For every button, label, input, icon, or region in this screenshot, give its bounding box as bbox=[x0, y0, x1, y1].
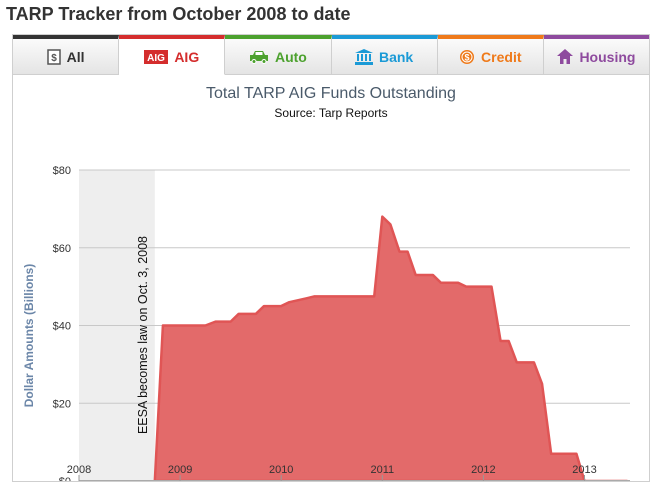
y-tick-label: $0 bbox=[59, 476, 71, 481]
x-tick-label: 2010 bbox=[269, 464, 293, 476]
tab-auto-label: Auto bbox=[274, 48, 307, 65]
page-title: TARP Tracker from October 2008 to date bbox=[6, 4, 351, 24]
y-tick-label: $60 bbox=[53, 243, 71, 255]
tracker-panel: $ All AIG AIG Aut bbox=[12, 34, 650, 488]
x-tick-label: 2009 bbox=[168, 464, 192, 476]
tab-auto[interactable]: Auto bbox=[225, 35, 332, 75]
x-tick-label: 2013 bbox=[572, 464, 596, 476]
tab-all[interactable]: $ All bbox=[13, 35, 120, 75]
tab-housing[interactable]: Housing bbox=[543, 35, 650, 75]
y-tick-label: $40 bbox=[53, 321, 71, 333]
svg-text:$: $ bbox=[51, 53, 57, 64]
svg-text:$: $ bbox=[465, 52, 470, 62]
tab-bank-label: Bank bbox=[378, 48, 414, 65]
x-tick-label: 2011 bbox=[370, 464, 394, 476]
aig-logo-icon: AIG bbox=[144, 49, 169, 64]
tab-credit-label: Credit bbox=[481, 48, 522, 65]
y-tick-label: $20 bbox=[53, 398, 71, 410]
x-tick-label: 2008 bbox=[67, 464, 91, 476]
eesa-annotation: EESA becomes law on Oct. 3, 2008 bbox=[136, 236, 150, 434]
tab-aig[interactable]: AIG AIG bbox=[119, 35, 226, 75]
tab-all-label: All bbox=[66, 48, 85, 65]
document-dollar-icon: $ bbox=[46, 48, 61, 65]
tab-aig-label: AIG bbox=[174, 48, 200, 65]
chart-title: Total TARP AIG Funds Outstanding bbox=[206, 85, 456, 102]
aig-logo-text: AIG bbox=[147, 53, 165, 64]
dollar-coin-icon: $ bbox=[459, 49, 475, 65]
chart-subtitle: Source: Tarp Reports bbox=[274, 106, 387, 120]
y-axis-label: Dollar Amounts (Billions) bbox=[22, 264, 36, 408]
funds-area bbox=[153, 215, 629, 483]
tab-bank[interactable]: Bank bbox=[331, 35, 438, 75]
category-tabs: $ All AIG AIG Aut bbox=[13, 35, 650, 75]
x-tick-label: 2012 bbox=[471, 464, 495, 476]
tab-credit[interactable]: $ Credit bbox=[437, 35, 544, 75]
bank-icon bbox=[354, 48, 373, 65]
y-tick-label: $80 bbox=[53, 165, 71, 177]
car-icon bbox=[249, 50, 269, 64]
house-icon bbox=[557, 49, 574, 64]
tab-housing-label: Housing bbox=[579, 48, 636, 65]
